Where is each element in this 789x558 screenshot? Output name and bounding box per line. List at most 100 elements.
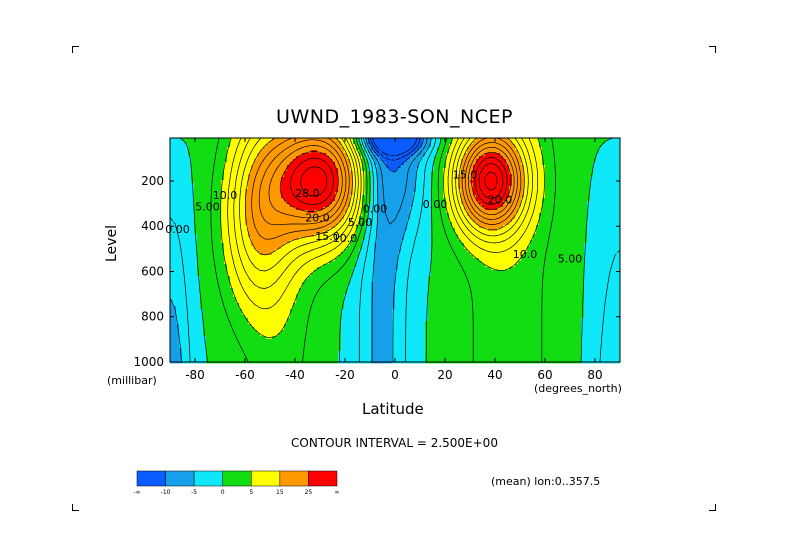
contour-cell [326,219,330,223]
contour-cell [332,294,336,298]
contour-cell [176,225,180,229]
contour-cell [176,288,180,292]
contour-cell [308,183,312,187]
contour-cell [308,141,312,145]
contour-cell [206,339,210,343]
contour-cell [311,324,315,328]
contour-cell [320,144,324,148]
contour-cell [278,294,282,298]
contour-cell [269,165,273,169]
contour-cell [260,240,264,244]
contour-cell [266,243,270,247]
contour-cell [227,261,231,265]
contour-cell [191,291,195,295]
contour-cell [182,237,186,241]
contour-cell [332,303,336,307]
contour-cell [311,141,315,145]
contour-cell [206,186,210,190]
contour-cell [323,204,327,208]
contour-cell [311,318,315,322]
contour-cell [359,201,363,205]
contour-cell [299,270,303,274]
contour-cell [200,342,204,346]
contour-cell [239,336,243,340]
contour-cell [248,309,252,313]
contour-cell [227,315,231,319]
contour-cell [308,288,312,292]
contour-cell [296,357,300,361]
contour-cell [224,303,228,307]
contour-cell [236,147,240,151]
contour-cell [200,234,204,238]
contour-cell [266,228,270,232]
contour-cell [290,198,294,202]
contour-cell [218,207,222,211]
contour-cell [344,249,348,253]
contour-cell [350,261,354,265]
contour-cell [278,309,282,313]
contour-cell [332,282,336,286]
contour-cell [188,210,192,214]
contour-cell [335,159,339,163]
contour-cell [284,159,288,163]
contour-cell [191,267,195,271]
contour-cell [296,339,300,343]
contour-cell [254,249,258,253]
contour-cell [236,186,240,190]
contour-cell [293,336,297,340]
contour-cell [323,270,327,274]
contour-cell [185,225,189,229]
contour-cell [341,354,345,358]
contour-cell [266,282,270,286]
contour-cell [182,225,186,229]
contour-cell [338,291,342,295]
contour-cell [323,357,327,361]
contour-cell [362,288,366,292]
contour-cell [224,348,228,352]
contour-cell [245,219,249,223]
contour-cell [275,192,279,196]
contour-cell [308,306,312,310]
contour-cell [182,327,186,331]
contour-cell [314,153,318,157]
contour-cell [341,327,345,331]
contour-cell [251,327,255,331]
contour-cell [275,213,279,217]
contour-cell [329,213,333,217]
contour-cell [323,225,327,229]
contour-cell [179,195,183,199]
contour-cell [209,303,213,307]
contour-cell [269,276,273,280]
contour-cell [221,306,225,310]
contour-cell [272,345,276,349]
contour-cell [323,222,327,226]
contour-cell [188,165,192,169]
contour-cell [293,351,297,355]
contour-cell [284,252,288,256]
contour-cell [314,156,318,160]
contour-cell [311,183,315,187]
contour-cell [338,171,342,175]
contour-cell [356,336,360,340]
contour-cell [170,249,174,253]
contour-cell [248,162,252,166]
contour-cell [275,351,279,355]
contour-cell [317,231,321,235]
contour-cell [329,222,333,226]
contour-cell [350,267,354,271]
contour-cell [269,288,273,292]
contour-cell [209,192,213,196]
contour-cell [293,159,297,163]
contour-cell [356,303,360,307]
contour-cell [299,225,303,229]
contour-cell [332,327,336,331]
contour-cell [320,312,324,316]
contour-cell [362,201,366,205]
contour-cell [173,159,177,163]
contour-cell [323,210,327,214]
contour-cell [188,330,192,334]
contour-cell [233,300,237,304]
contour-cell [365,288,369,292]
contour-cell [368,153,372,157]
contour-cell [329,177,333,181]
